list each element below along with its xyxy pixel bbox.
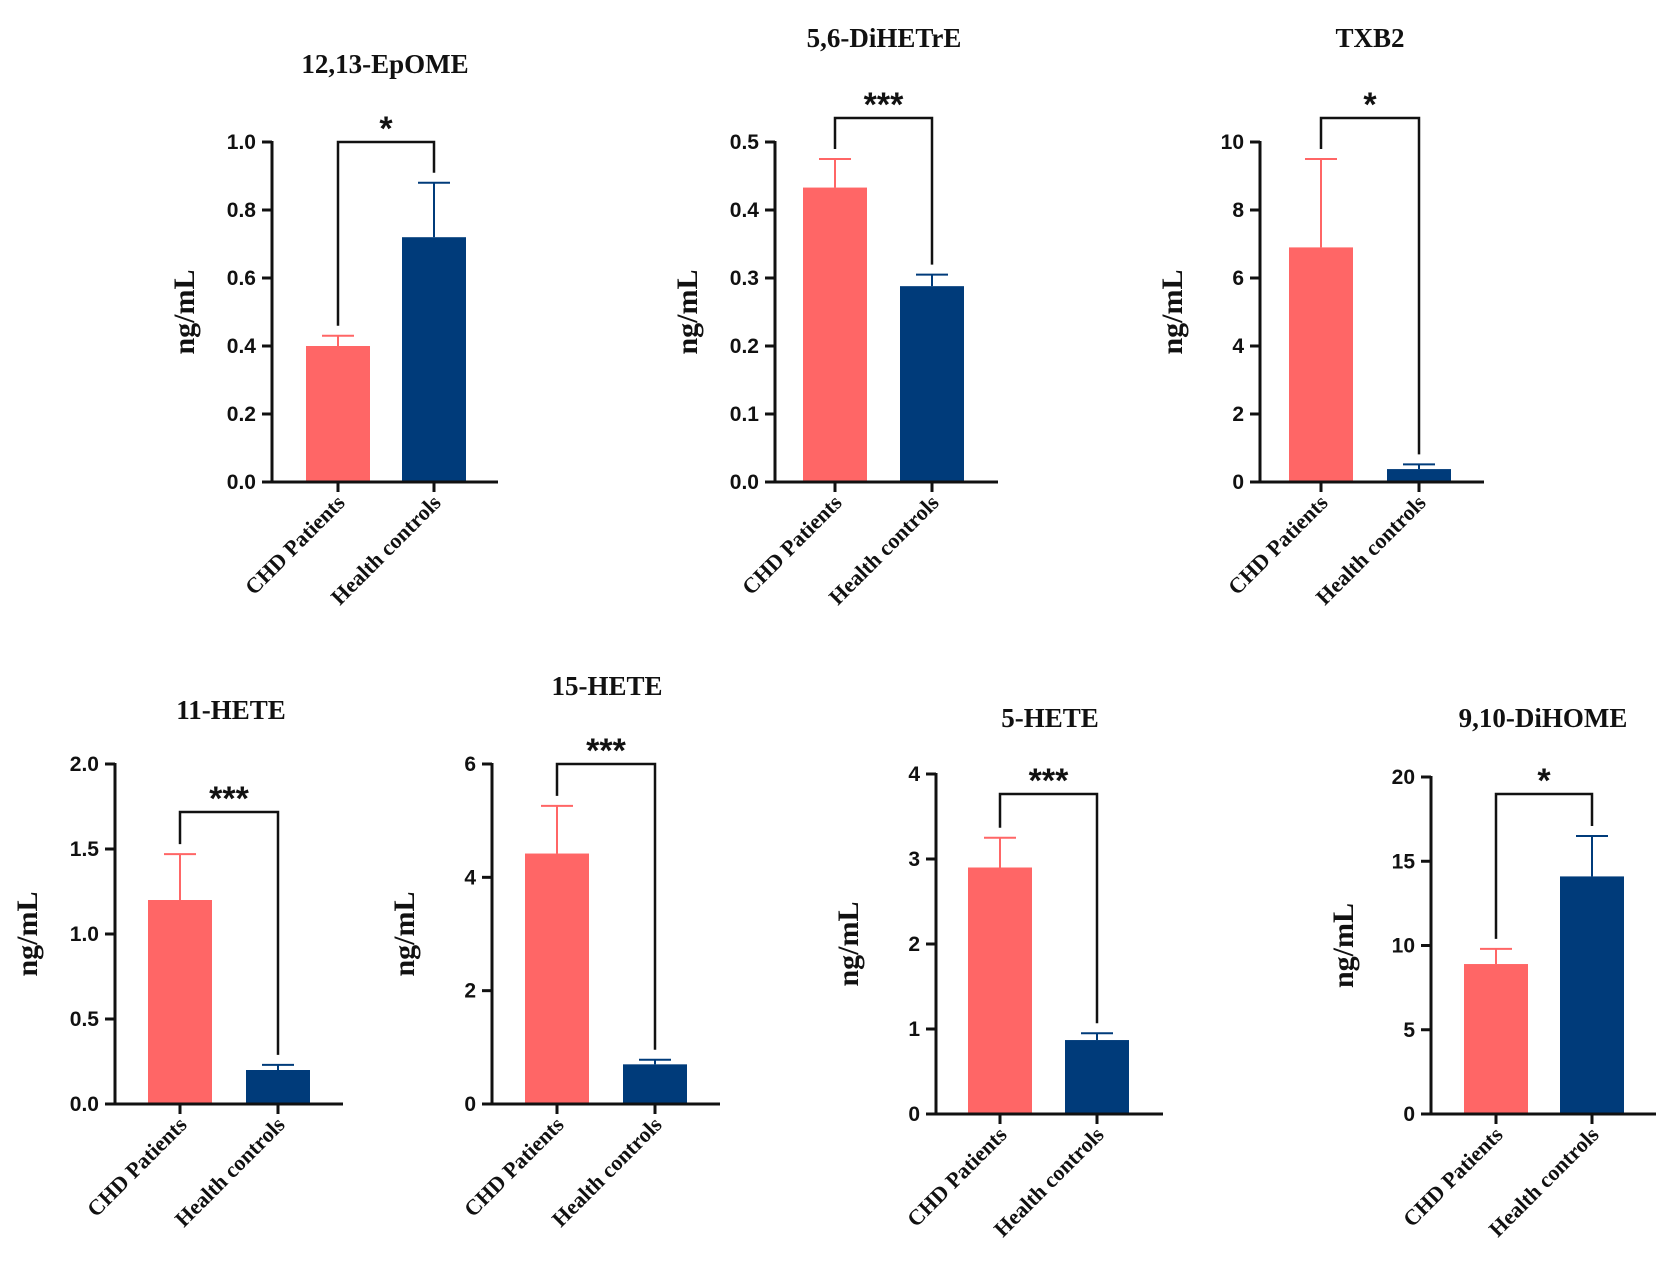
y-axis-label: ng/mL [168, 269, 201, 354]
bar-chd-patients [803, 187, 867, 482]
bar-health-controls [246, 1070, 310, 1104]
y-tick-label: 20 [1392, 766, 1415, 789]
bar-health-controls [402, 237, 466, 482]
significance-bracket [336, 140, 436, 326]
chart-title: 12,13-EpOME [301, 49, 468, 79]
significance-bracket [555, 762, 657, 1050]
y-tick-label: 0.2 [227, 403, 256, 426]
y-tick-label: 4 [1232, 335, 1244, 358]
y-tick-label: 0.0 [730, 471, 759, 494]
x-category-label: CHD Patients [902, 1122, 1012, 1232]
y-tick-label: 2.0 [70, 753, 99, 776]
y-tick-label: 4 [908, 763, 920, 786]
y-tick-label: 15 [1392, 850, 1416, 873]
y-tick-label: 0.0 [70, 1093, 99, 1116]
bar-health-controls [1560, 876, 1624, 1114]
chart-title: 5,6-DiHETrE [807, 23, 962, 53]
y-tick-label: 10 [1392, 935, 1415, 958]
bar-chd-patients [306, 346, 370, 482]
bar-chd-patients [525, 853, 589, 1104]
bar-chd-patients [968, 867, 1032, 1114]
chart-title: 11-HETE [176, 695, 286, 725]
bar-health-controls [1387, 469, 1451, 482]
y-tick-label: 1.5 [70, 838, 100, 861]
significance-marker: *** [209, 780, 249, 818]
y-tick-label: 1 [908, 1018, 920, 1041]
x-category-label: CHD Patients [1223, 490, 1333, 600]
x-category-label: CHD Patients [82, 1112, 192, 1222]
x-category-label: CHD Patients [459, 1112, 569, 1222]
y-tick-label: 0.2 [730, 335, 759, 358]
y-tick-label: 10 [1221, 131, 1244, 154]
y-tick-label: 4 [464, 866, 476, 889]
chart-title: 15-HETE [551, 671, 662, 701]
y-tick-label: 0.0 [227, 471, 256, 494]
bar-chd-patients [148, 900, 212, 1104]
y-tick-label: 0.4 [730, 199, 760, 222]
bar-health-controls [1065, 1040, 1129, 1114]
bar-health-controls [623, 1064, 687, 1104]
y-tick-label: 0.6 [227, 267, 256, 290]
bar-chd-patients [1464, 964, 1528, 1114]
y-axis-label: ng/mL [1327, 903, 1360, 988]
significance-bracket [998, 792, 1099, 1024]
significance-marker: *** [864, 86, 904, 124]
significance-bracket [1319, 116, 1421, 455]
y-tick-label: 2 [908, 933, 920, 956]
y-tick-label: 0.1 [730, 403, 760, 426]
y-tick-label: 8 [1232, 199, 1244, 222]
y-tick-label: 0 [1232, 471, 1244, 494]
y-tick-label: 3 [908, 848, 920, 871]
y-tick-label: 0.5 [730, 131, 760, 154]
y-tick-label: 1.0 [70, 923, 99, 946]
significance-marker: *** [1029, 762, 1069, 800]
bar-chd-patients [1289, 247, 1353, 482]
y-axis-label: ng/mL [1156, 269, 1189, 354]
significance-bracket [1494, 792, 1594, 939]
y-tick-label: 0 [908, 1103, 920, 1126]
significance-bracket [833, 116, 934, 265]
y-axis-label: ng/mL [11, 891, 44, 976]
significance-marker: *** [586, 732, 626, 770]
y-tick-label: 0 [1403, 1103, 1415, 1126]
y-axis-label: ng/mL [832, 901, 865, 986]
y-tick-label: 5 [1403, 1019, 1415, 1042]
y-axis-label: ng/mL [388, 891, 421, 976]
chart-title: 9,10-DiHOME [1459, 703, 1628, 733]
significance-bracket [178, 810, 280, 1055]
significance-marker: * [379, 110, 393, 148]
y-tick-label: 0 [464, 1093, 476, 1116]
bar-health-controls [900, 286, 964, 482]
y-tick-label: 1.0 [227, 131, 256, 154]
y-tick-label: 0.3 [730, 267, 759, 290]
y-tick-label: 2 [1232, 403, 1244, 426]
chart-panel-2: 5,6-DiHETrE ng/mL 0.0 0.1 0.2 0.3 0.4 0.5 CHD Pa… [671, 23, 998, 610]
x-category-label: CHD Patients [737, 490, 847, 600]
y-axis-label: ng/mL [671, 269, 704, 354]
y-tick-label: 0.4 [227, 335, 257, 358]
significance-marker: * [1537, 762, 1551, 800]
y-tick-label: 0.8 [227, 199, 257, 222]
y-tick-label: 6 [1232, 267, 1244, 290]
significance-marker: * [1363, 86, 1377, 124]
chart-title: 5-HETE [1001, 703, 1099, 733]
y-tick-label: 2 [464, 980, 476, 1003]
y-tick-label: 6 [464, 753, 476, 776]
y-tick-label: 0.5 [70, 1008, 100, 1031]
chart-title: TXB2 [1335, 23, 1404, 53]
